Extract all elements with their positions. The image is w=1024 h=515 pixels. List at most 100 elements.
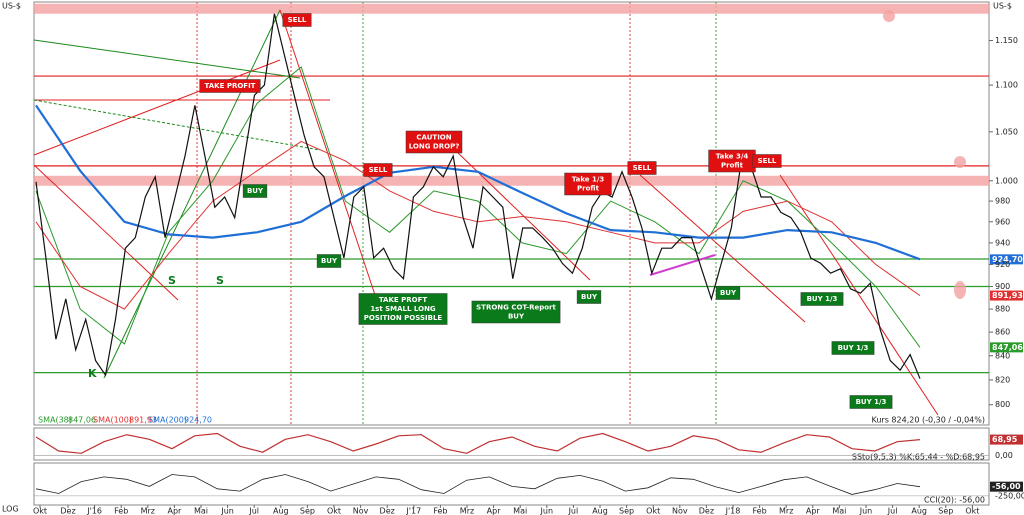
y-tick-label: 820 (995, 375, 1010, 384)
x-tick-label: Feb (114, 507, 128, 515)
x-tick-label: Okt (327, 507, 341, 515)
y-tick-label: 880 (995, 305, 1010, 314)
value-box-label: -56,00 (992, 482, 1021, 491)
x-tick-label: Dez (699, 507, 714, 515)
x-tick-label: Okt (646, 507, 660, 515)
annotation-box (471, 300, 561, 324)
x-tick-label: J'18 (725, 507, 741, 515)
annotation-text: SELL (288, 16, 307, 24)
osc-tick-label: -250,00 (995, 491, 1024, 500)
x-tick-label: Okt (33, 507, 47, 515)
marker (954, 281, 966, 299)
x-tick-label: Nov (672, 507, 688, 515)
osc-tick-label: 0,00 (995, 451, 1013, 460)
annotation-box (831, 341, 875, 355)
value-box (990, 290, 1023, 301)
annotation-text: Take 3/4 (716, 153, 749, 161)
value-box-label: 924,70 (992, 255, 1023, 264)
annotation-box (800, 292, 844, 306)
x-tick-label: Jul (248, 507, 259, 515)
y-tick-label: 840 (995, 351, 1010, 360)
annotation-text: SELL (369, 166, 388, 174)
osc-line (35, 474, 921, 495)
y-tick-label: 1.000 (995, 176, 1018, 185)
osc-line (35, 432, 921, 454)
cci-label: CCI(20): -56,00 (924, 496, 985, 505)
stoch-label: SSto(9,5,3) %K:65,44 - %D:68,95 (852, 453, 985, 462)
x-tick-label: Dez (380, 507, 395, 515)
pattern-letter: S (168, 274, 176, 287)
trend-line (779, 174, 939, 416)
annotation-box (576, 290, 602, 304)
annotation-text: 1st SMALL LONG (370, 305, 436, 313)
y-tick-label: 900 (995, 282, 1010, 291)
x-tick-label: Dez (60, 507, 75, 515)
month-dividers (196, 2, 717, 425)
x-tick-label: Mai (832, 507, 846, 515)
value-box (990, 481, 1023, 492)
y-tick-label: 940 (995, 238, 1010, 247)
annotation-box (405, 130, 463, 154)
cci-panel (33, 462, 990, 506)
annotation-text: BUY (508, 313, 525, 321)
annotation-text: BUY 1/3 (807, 295, 838, 303)
price-line (35, 13, 921, 379)
scale-label: LOG (2, 505, 19, 514)
sma-line (35, 66, 921, 348)
x-tick-label: Mai (513, 507, 527, 515)
marker (954, 156, 966, 168)
unit-label: US-$ (2, 2, 21, 11)
y-tick-label: 1.100 (995, 81, 1018, 90)
x-tick-label: Jun (220, 507, 234, 515)
x-tick-label: Apr (487, 507, 502, 515)
sma-line (35, 104, 921, 261)
annotation-box (316, 254, 342, 268)
annotation-text: SELL (758, 157, 777, 165)
annotation-box (752, 154, 782, 168)
value-box (990, 254, 1023, 265)
pattern-letter: K (88, 367, 97, 380)
annotation-text: POSITION POSSIBLE (364, 314, 443, 322)
y-tick-label: 960 (995, 217, 1010, 226)
markers (883, 10, 966, 299)
annotation-text: BUY 1/3 (856, 398, 887, 406)
value-box-label: 847,06 (992, 343, 1023, 352)
plot: 847,06 891,93 924,70 (35, 13, 1023, 379)
annotation-text: BUY 1/3 (838, 344, 869, 352)
y-tick-label: 1.150 (995, 36, 1018, 45)
y-tick-label: 980 (995, 197, 1010, 206)
annotation-box (199, 79, 261, 93)
x-tick-label: Mrz (141, 507, 155, 515)
x-tick-label: Okt (965, 507, 979, 515)
annotation-box (242, 184, 268, 198)
x-tick-label: Apr (806, 507, 821, 515)
annotation-box (282, 13, 312, 27)
trend-line (639, 174, 806, 323)
x-tick-label: Mrz (779, 507, 793, 515)
annotation-text: TAKE PROFIT (205, 82, 256, 90)
level-band (34, 175, 989, 186)
annotation-text: Take 1/3 (572, 176, 605, 184)
trend-line (33, 59, 281, 156)
annotation-text: BUY (581, 293, 598, 301)
annotation-text: BUY (321, 257, 338, 265)
x-tick-label: Mrz (460, 507, 474, 515)
value-box (990, 434, 1023, 445)
annotation-text: Profit (721, 162, 744, 170)
x-tick-label: Jul (887, 507, 898, 515)
x-tick-label: Jul (568, 507, 579, 515)
x-tick-label: J'16 (86, 507, 102, 515)
pattern-letter: S (216, 274, 224, 287)
x-tick-label: Aug (592, 507, 608, 515)
annotation-box (627, 161, 657, 175)
value-box (990, 342, 1023, 353)
legend-name: SMA(200) (148, 416, 187, 425)
levels (34, 3, 989, 374)
legend-value: 924,70 (184, 416, 212, 425)
x-tick-label: Apr (167, 507, 182, 515)
annotation-text: Profit (577, 185, 600, 193)
unit-label: US-$ (993, 2, 1012, 11)
x-tick-label: J'17 (405, 507, 421, 515)
